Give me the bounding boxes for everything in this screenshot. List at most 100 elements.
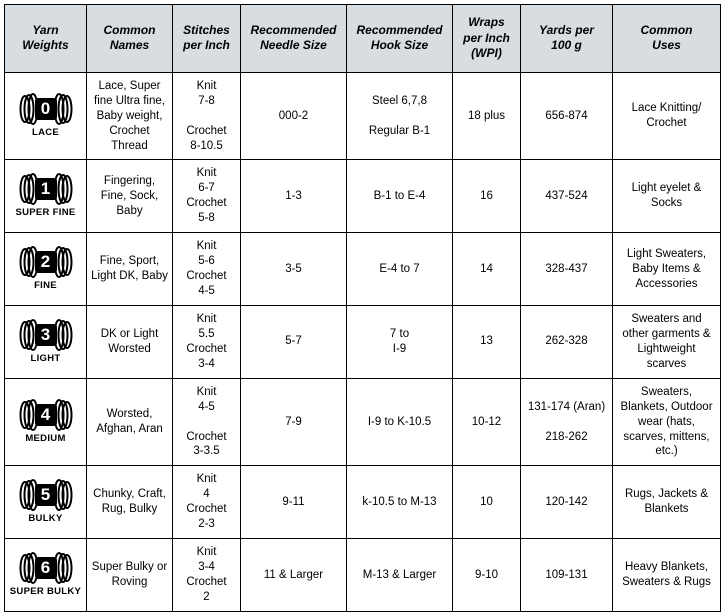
weight-label: BULKY <box>28 513 62 525</box>
cell-hook: E-4 to 7 <box>347 233 453 306</box>
cell-yards: 262-328 <box>521 305 613 378</box>
cell-needle: 3-5 <box>241 233 347 306</box>
cell-hook: Steel 6,7,8 Regular B-1 <box>347 72 453 160</box>
cell-needle: 11 & Larger <box>241 539 347 612</box>
weight-label: SUPER FINE <box>15 207 75 219</box>
weight-label: FINE <box>34 280 57 292</box>
table-row: 0 LACE Lace, Super fine Ultra fine, Baby… <box>5 72 721 160</box>
table-row: 6 SUPER BULKY Super Bulky or RovingKnit … <box>5 539 721 612</box>
skein-icon: 4 <box>19 399 73 431</box>
cell-yards: 437-524 <box>521 160 613 233</box>
cell-stitches: Knit 5-6 Crochet 4-5 <box>173 233 241 306</box>
cell-common-names: Chunky, Craft, Rug, Bulky <box>87 466 173 539</box>
cell-needle: 9-11 <box>241 466 347 539</box>
weight-label: LACE <box>32 127 59 139</box>
cell-wpi: 10 <box>453 466 521 539</box>
yarn-weight-icon: 0 LACE <box>9 93 82 139</box>
cell-stitches: Knit 3-4 Crochet 2 <box>173 539 241 612</box>
cell-uses: Light Sweaters, Baby Items & Accessories <box>613 233 721 306</box>
cell-needle: 000-2 <box>241 72 347 160</box>
cell-stitches: Knit 4-5 Crochet 3-3.5 <box>173 378 241 466</box>
th-hook: Recommended Hook Size <box>347 5 453 73</box>
cell-hook: k-10.5 to M-13 <box>347 466 453 539</box>
yarn-weight-table: Yarn Weights Common Names Stitches per I… <box>4 4 721 612</box>
cell-hook: B-1 to E-4 <box>347 160 453 233</box>
table-row: 4 MEDIUM Worsted, Afghan, AranKnit 4-5 C… <box>5 378 721 466</box>
cell-uses: Sweaters and other garments & Lightweigh… <box>613 305 721 378</box>
th-yarn-weights: Yarn Weights <box>5 5 87 73</box>
cell-stitches: Knit 5.5 Crochet 3-4 <box>173 305 241 378</box>
skein-icon: 3 <box>19 319 73 351</box>
cell-yarn-weight-icon: 4 MEDIUM <box>5 378 87 466</box>
th-yards: Yards per 100 g <box>521 5 613 73</box>
weight-number: 3 <box>35 324 57 346</box>
weight-number: 5 <box>35 484 57 506</box>
yarn-weight-icon: 3 LIGHT <box>9 319 82 365</box>
cell-common-names: Super Bulky or Roving <box>87 539 173 612</box>
cell-yards: 656-874 <box>521 72 613 160</box>
cell-uses: Light eyelet & Socks <box>613 160 721 233</box>
weight-label: LIGHT <box>31 353 61 365</box>
table-row: 3 LIGHT DK or Light WorstedKnit 5.5 Croc… <box>5 305 721 378</box>
yarn-weight-icon: 5 BULKY <box>9 479 82 525</box>
cell-uses: Rugs, Jackets & Blankets <box>613 466 721 539</box>
cell-needle: 1-3 <box>241 160 347 233</box>
th-wpi: Wraps per Inch (WPI) <box>453 5 521 73</box>
cell-uses: Sweaters, Blankets, Outdoor wear (hats, … <box>613 378 721 466</box>
table-row: 5 BULKY Chunky, Craft, Rug, BulkyKnit 4 … <box>5 466 721 539</box>
weight-number: 1 <box>35 178 57 200</box>
cell-yards: 328-437 <box>521 233 613 306</box>
cell-common-names: DK or Light Worsted <box>87 305 173 378</box>
cell-needle: 7-9 <box>241 378 347 466</box>
cell-yarn-weight-icon: 6 SUPER BULKY <box>5 539 87 612</box>
cell-common-names: Lace, Super fine Ultra fine, Baby weight… <box>87 72 173 160</box>
cell-yards: 131-174 (Aran) 218-262 <box>521 378 613 466</box>
table-row: 2 FINE Fine, Sport, Light DK, BabyKnit 5… <box>5 233 721 306</box>
yarn-weight-icon: 6 SUPER BULKY <box>9 552 82 598</box>
cell-uses: Heavy Blankets, Sweaters & Rugs <box>613 539 721 612</box>
cell-yards: 120-142 <box>521 466 613 539</box>
cell-wpi: 16 <box>453 160 521 233</box>
th-uses: Common Uses <box>613 5 721 73</box>
cell-uses: Lace Knitting/ Crochet <box>613 72 721 160</box>
th-stitches: Stitches per Inch <box>173 5 241 73</box>
yarn-weight-icon: 2 FINE <box>9 246 82 292</box>
th-common-names: Common Names <box>87 5 173 73</box>
cell-stitches: Knit 4 Crochet 2-3 <box>173 466 241 539</box>
weight-label: MEDIUM <box>25 433 65 445</box>
cell-yards: 109-131 <box>521 539 613 612</box>
cell-common-names: Worsted, Afghan, Aran <box>87 378 173 466</box>
yarn-weight-icon: 1 SUPER FINE <box>9 173 82 219</box>
cell-wpi: 10-12 <box>453 378 521 466</box>
cell-hook: 7 to I-9 <box>347 305 453 378</box>
weight-number: 2 <box>35 251 57 273</box>
cell-wpi: 14 <box>453 233 521 306</box>
skein-icon: 0 <box>19 93 73 125</box>
th-needle: Recommended Needle Size <box>241 5 347 73</box>
skein-icon: 2 <box>19 246 73 278</box>
cell-yarn-weight-icon: 5 BULKY <box>5 466 87 539</box>
cell-wpi: 9-10 <box>453 539 521 612</box>
cell-stitches: Knit 7-8 Crochet 8-10.5 <box>173 72 241 160</box>
cell-yarn-weight-icon: 0 LACE <box>5 72 87 160</box>
cell-hook: M-13 & Larger <box>347 539 453 612</box>
cell-needle: 5-7 <box>241 305 347 378</box>
table-row: 1 SUPER FINE Fingering, Fine, Sock, Baby… <box>5 160 721 233</box>
weight-number: 4 <box>35 404 57 426</box>
skein-icon: 1 <box>19 173 73 205</box>
header-row: Yarn Weights Common Names Stitches per I… <box>5 5 721 73</box>
cell-yarn-weight-icon: 2 FINE <box>5 233 87 306</box>
cell-stitches: Knit 6-7 Crochet 5-8 <box>173 160 241 233</box>
cell-yarn-weight-icon: 1 SUPER FINE <box>5 160 87 233</box>
table-body: 0 LACE Lace, Super fine Ultra fine, Baby… <box>5 72 721 611</box>
yarn-weight-icon: 4 MEDIUM <box>9 399 82 445</box>
weight-label: SUPER BULKY <box>10 586 81 598</box>
cell-wpi: 18 plus <box>453 72 521 160</box>
weight-number: 0 <box>35 98 57 120</box>
skein-icon: 5 <box>19 479 73 511</box>
cell-yarn-weight-icon: 3 LIGHT <box>5 305 87 378</box>
cell-hook: I-9 to K-10.5 <box>347 378 453 466</box>
skein-icon: 6 <box>19 552 73 584</box>
weight-number: 6 <box>35 557 57 579</box>
cell-common-names: Fine, Sport, Light DK, Baby <box>87 233 173 306</box>
